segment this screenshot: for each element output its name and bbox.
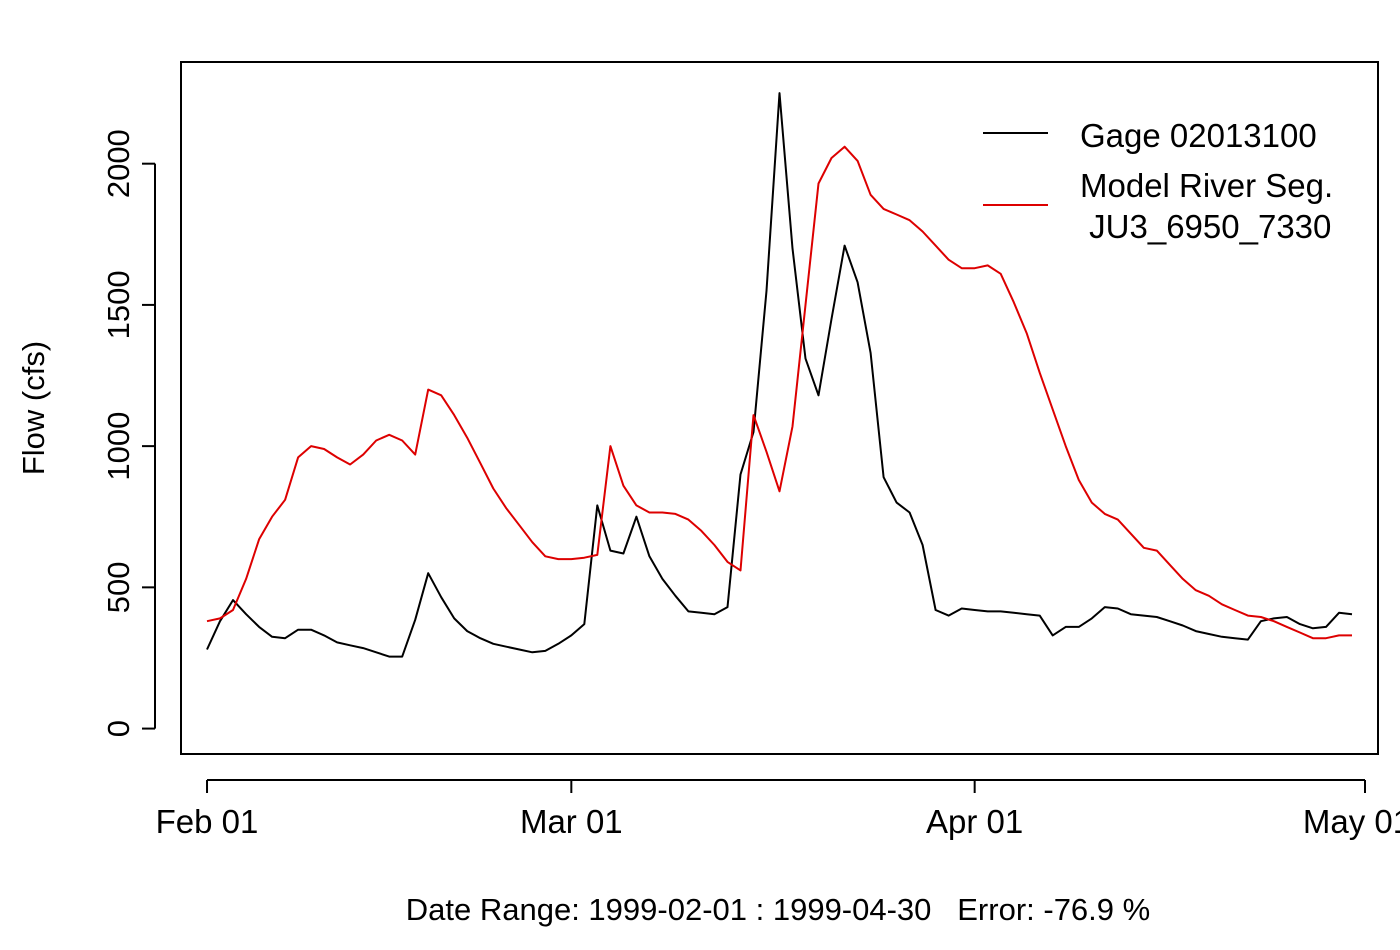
x-tick-label: Feb 01 — [156, 803, 259, 840]
y-tick-label: 1000 — [101, 412, 136, 481]
series-line-1 — [206, 92, 1353, 658]
legend-label-1: Gage 02013100 — [1080, 117, 1317, 154]
x-axis: Feb 01 Mar 01 Apr 01 May 01 — [156, 779, 1400, 840]
y-axis-title: Flow (cfs) — [16, 341, 51, 475]
x-tick-label: Mar 01 — [520, 803, 623, 840]
x-axis-title: Date Range: 1999-02-01 : 1999-04-30 Erro… — [406, 892, 1150, 927]
legend: Gage 02013100 Model River Seg. JU3_6950_7… — [983, 117, 1333, 245]
y-tick-label: 2000 — [101, 129, 136, 198]
legend-label-2: Model River Seg. JU3_6950_7330 — [1080, 167, 1333, 245]
series-layer — [206, 92, 1353, 658]
series-line-2 — [206, 145, 1352, 640]
plot-frame — [180, 61, 1379, 755]
y-tick-label: 0 — [101, 720, 136, 737]
y-tick-label: 1500 — [101, 270, 136, 339]
y-axis: 0 500 1000 1500 2000 — [101, 129, 156, 737]
x-tick-label: Apr 01 — [926, 803, 1023, 840]
y-tick-label: 500 — [101, 561, 136, 613]
x-tick-label: May 01 — [1303, 803, 1400, 840]
